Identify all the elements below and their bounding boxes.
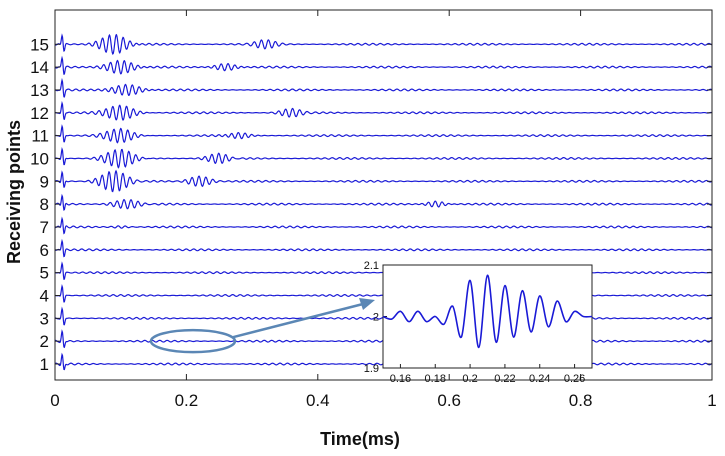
inset-x-tick-label: 0.24 [529, 373, 550, 385]
inset-y-tick-label: 2.1 [364, 260, 379, 272]
trace-line [54, 55, 713, 75]
highlight-ellipse [149, 328, 237, 354]
inset-x-tick-label: 0.2 [462, 373, 477, 385]
x-tick-label: 0.2 [175, 391, 199, 410]
y-tick-label: 13 [30, 81, 49, 100]
x-tick-label: 0.8 [569, 391, 593, 410]
inset-y-tick-label: 2 [373, 312, 379, 324]
trace-line [54, 33, 713, 55]
y-axis-label: Receiving points [4, 120, 24, 264]
y-tick-label: 2 [40, 332, 49, 351]
trace-line [54, 100, 713, 122]
inset-x-tick-label: 0.26 [564, 373, 585, 385]
annotation-arrow-head [359, 298, 375, 310]
x-tick-label: 0.6 [437, 391, 461, 410]
main-traces [54, 33, 713, 371]
inset-x-tick-label: 0.18 [425, 373, 446, 385]
y-tick-label: 4 [40, 286, 49, 305]
y-tick-label: 9 [40, 172, 49, 191]
y-tick-label: 7 [40, 218, 49, 237]
inset-x-tick-label: 0.22 [494, 373, 515, 385]
x-tick-label: 1 [707, 391, 716, 410]
trace-line [54, 193, 713, 211]
inset-x-tick-label: 0.16 [390, 373, 411, 385]
inset-y-tick-label: 1.9 [364, 363, 379, 375]
y-tick-label: 3 [40, 309, 49, 328]
x-tick-label: 0 [50, 391, 59, 410]
y-tick-label: 6 [40, 241, 49, 260]
x-tick-label: 0.4 [306, 391, 330, 410]
trace-line [54, 124, 713, 144]
y-tick-label: 15 [30, 35, 49, 54]
inset-chart: 0.16 0.18 0.2 0.22 0.24 0.26 1.9 2 2.1 [364, 260, 593, 385]
trace-line [54, 169, 713, 193]
x-axis-label: Time(ms) [320, 429, 400, 449]
trace-line [54, 238, 713, 258]
annotation [149, 298, 375, 354]
y-tick-label: 1 [40, 355, 49, 374]
annotation-arrow-shaft [232, 302, 364, 339]
inset-frame [382, 264, 593, 369]
y-tick-label: 12 [30, 104, 49, 123]
y-tick-label: 14 [30, 58, 49, 77]
trace-line [54, 147, 713, 169]
y-tick-label: 8 [40, 195, 49, 214]
y-tick-label: 10 [30, 149, 49, 168]
y-tick-label: 5 [40, 264, 49, 283]
inset-trace-line [382, 274, 593, 349]
y-tick-label: 11 [31, 127, 49, 146]
plot-frame [54, 9, 713, 381]
trace-line [54, 216, 713, 235]
trace-line [54, 77, 713, 98]
